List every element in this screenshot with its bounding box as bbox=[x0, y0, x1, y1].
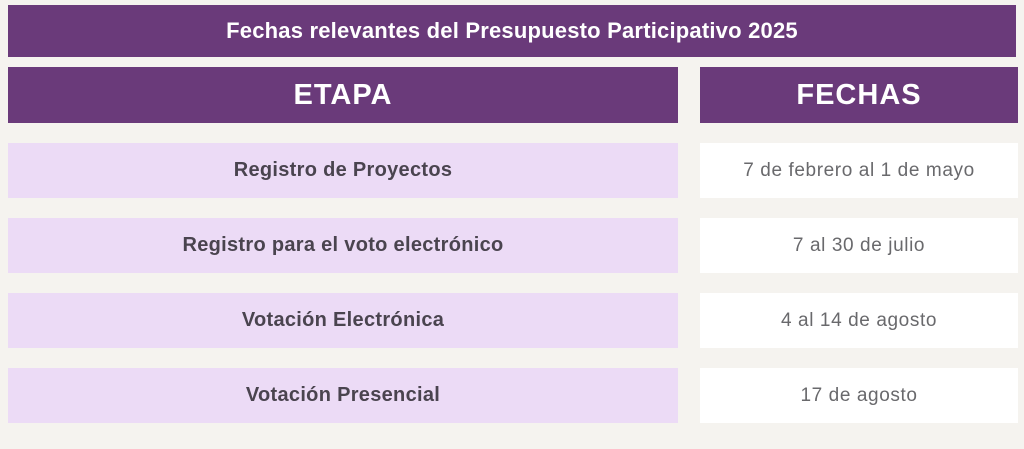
column-header-etapa: ETAPA bbox=[8, 67, 678, 123]
table-row: Votación Electrónica 4 al 14 de agosto bbox=[8, 293, 1018, 348]
column-header-fechas: FECHAS bbox=[700, 67, 1018, 123]
table-row: Registro de Proyectos 7 de febrero al 1 … bbox=[8, 143, 1018, 198]
infographic-table: Fechas relevantes del Presupuesto Partic… bbox=[0, 5, 1024, 423]
stage-cell: Votación Presencial bbox=[8, 368, 678, 423]
date-cell: 4 al 14 de agosto bbox=[700, 293, 1018, 348]
table-row: Registro para el voto electrónico 7 al 3… bbox=[8, 218, 1018, 273]
table-row: Votación Presencial 17 de agosto bbox=[8, 368, 1018, 423]
stage-cell: Votación Electrónica bbox=[8, 293, 678, 348]
date-cell: 7 al 30 de julio bbox=[700, 218, 1018, 273]
title-banner: Fechas relevantes del Presupuesto Partic… bbox=[8, 5, 1016, 57]
page-title: Fechas relevantes del Presupuesto Partic… bbox=[226, 18, 798, 43]
stage-cell: Registro para el voto electrónico bbox=[8, 218, 678, 273]
date-cell: 7 de febrero al 1 de mayo bbox=[700, 143, 1018, 198]
header-row: ETAPA FECHAS bbox=[8, 67, 1018, 123]
stage-cell: Registro de Proyectos bbox=[8, 143, 678, 198]
date-cell: 17 de agosto bbox=[700, 368, 1018, 423]
